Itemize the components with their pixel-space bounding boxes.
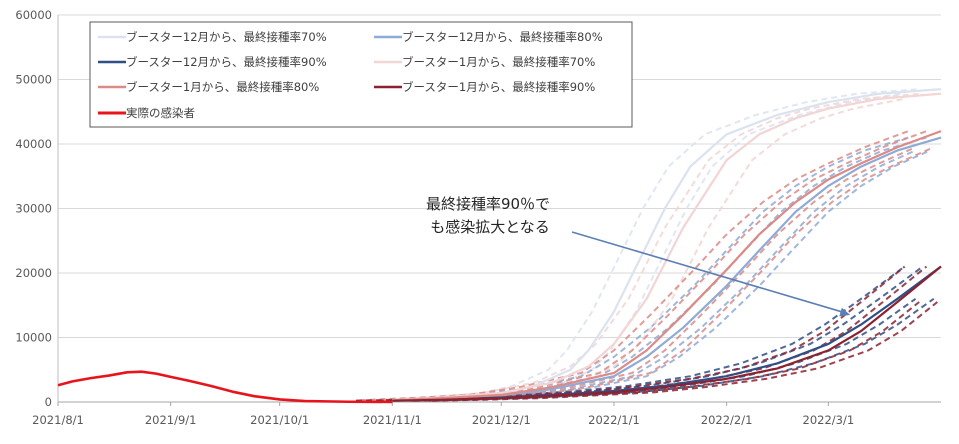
- x-tick-label: 2021/10/1: [250, 413, 309, 427]
- x-tick-label: 2021/9/1: [145, 413, 197, 427]
- legend-label: ブースター1月から、最終接種率70%: [402, 55, 595, 69]
- scenario-run-line: [410, 146, 916, 402]
- scenario-run-line: [432, 301, 938, 402]
- x-tick-label: 2021/12/1: [472, 413, 531, 427]
- legend: ブースター12月から、最終接種率70% ブースター12月から、最終接種率80% ブー…: [89, 21, 633, 128]
- scenario-run-line: [414, 92, 902, 402]
- y-tick-label: 20000: [15, 266, 52, 280]
- x-tick-label: 2021/11/1: [363, 413, 422, 427]
- series-line-6: [392, 265, 942, 402]
- annotation-line-1: 最終接種率90％で: [426, 195, 550, 213]
- scenario-run-line: [377, 136, 927, 402]
- series-line-4: [392, 92, 942, 402]
- x-tick-label: 2022/2/1: [701, 413, 753, 427]
- axes: [57, 15, 941, 406]
- tick-labels: 0 10000 20000 30000 40000 50000 60000 2021/8/1 2…: [15, 8, 854, 427]
- y-tick-label: 10000: [15, 331, 52, 345]
- y-tick-label: 50000: [15, 73, 52, 87]
- scenario-run-line: [359, 136, 909, 402]
- x-tick-label: 2022/3/1: [803, 413, 855, 427]
- legend-label: ブースター1月から、最終接種率80%: [126, 80, 319, 94]
- scenario-run-line: [374, 92, 923, 402]
- scenario-run-line: [370, 88, 920, 402]
- annotation-arrow-head: [839, 307, 851, 317]
- scenario-run-line: [377, 130, 927, 402]
- scenario-run-line: [410, 149, 916, 402]
- x-tick-label: 2022/1/1: [588, 413, 640, 427]
- scenario-run-line: [359, 130, 909, 402]
- legend-label: ブースター1月から、最終接種率90%: [402, 80, 595, 94]
- scenario-run-line: [428, 297, 935, 402]
- legend-label: 実際の感染者: [126, 106, 195, 120]
- legend-box: [89, 21, 633, 128]
- series-line-5: [392, 130, 942, 402]
- y-tick-label: 60000: [15, 8, 52, 22]
- annotation-line-2: も感染拡大となる: [430, 218, 550, 236]
- series-lines: [57, 88, 942, 404]
- y-tick-label: 30000: [15, 202, 52, 216]
- scenario-run-line: [424, 149, 931, 402]
- series-line-7: [57, 370, 393, 404]
- y-tick-label: 40000: [15, 137, 52, 151]
- scenario-run-line: [428, 146, 935, 402]
- scenario-run-line: [410, 297, 917, 402]
- scenario-run-line: [417, 97, 905, 402]
- scenario-run-line: [414, 301, 920, 402]
- legend-label: ブースター12月から、最終接種率70%: [126, 30, 327, 44]
- annotation-arrow-line: [571, 231, 843, 313]
- scenario-run-line: [355, 265, 906, 402]
- scenario-runs: [355, 88, 942, 402]
- legend-label: ブースター12月から、最終接種率90%: [126, 55, 327, 69]
- scenario-run-line: [355, 265, 906, 402]
- y-tick-label: 0: [45, 395, 52, 409]
- legend-label: ブースター12月から、最終接種率80%: [402, 30, 603, 44]
- x-tick-label: 2021/8/1: [32, 413, 84, 427]
